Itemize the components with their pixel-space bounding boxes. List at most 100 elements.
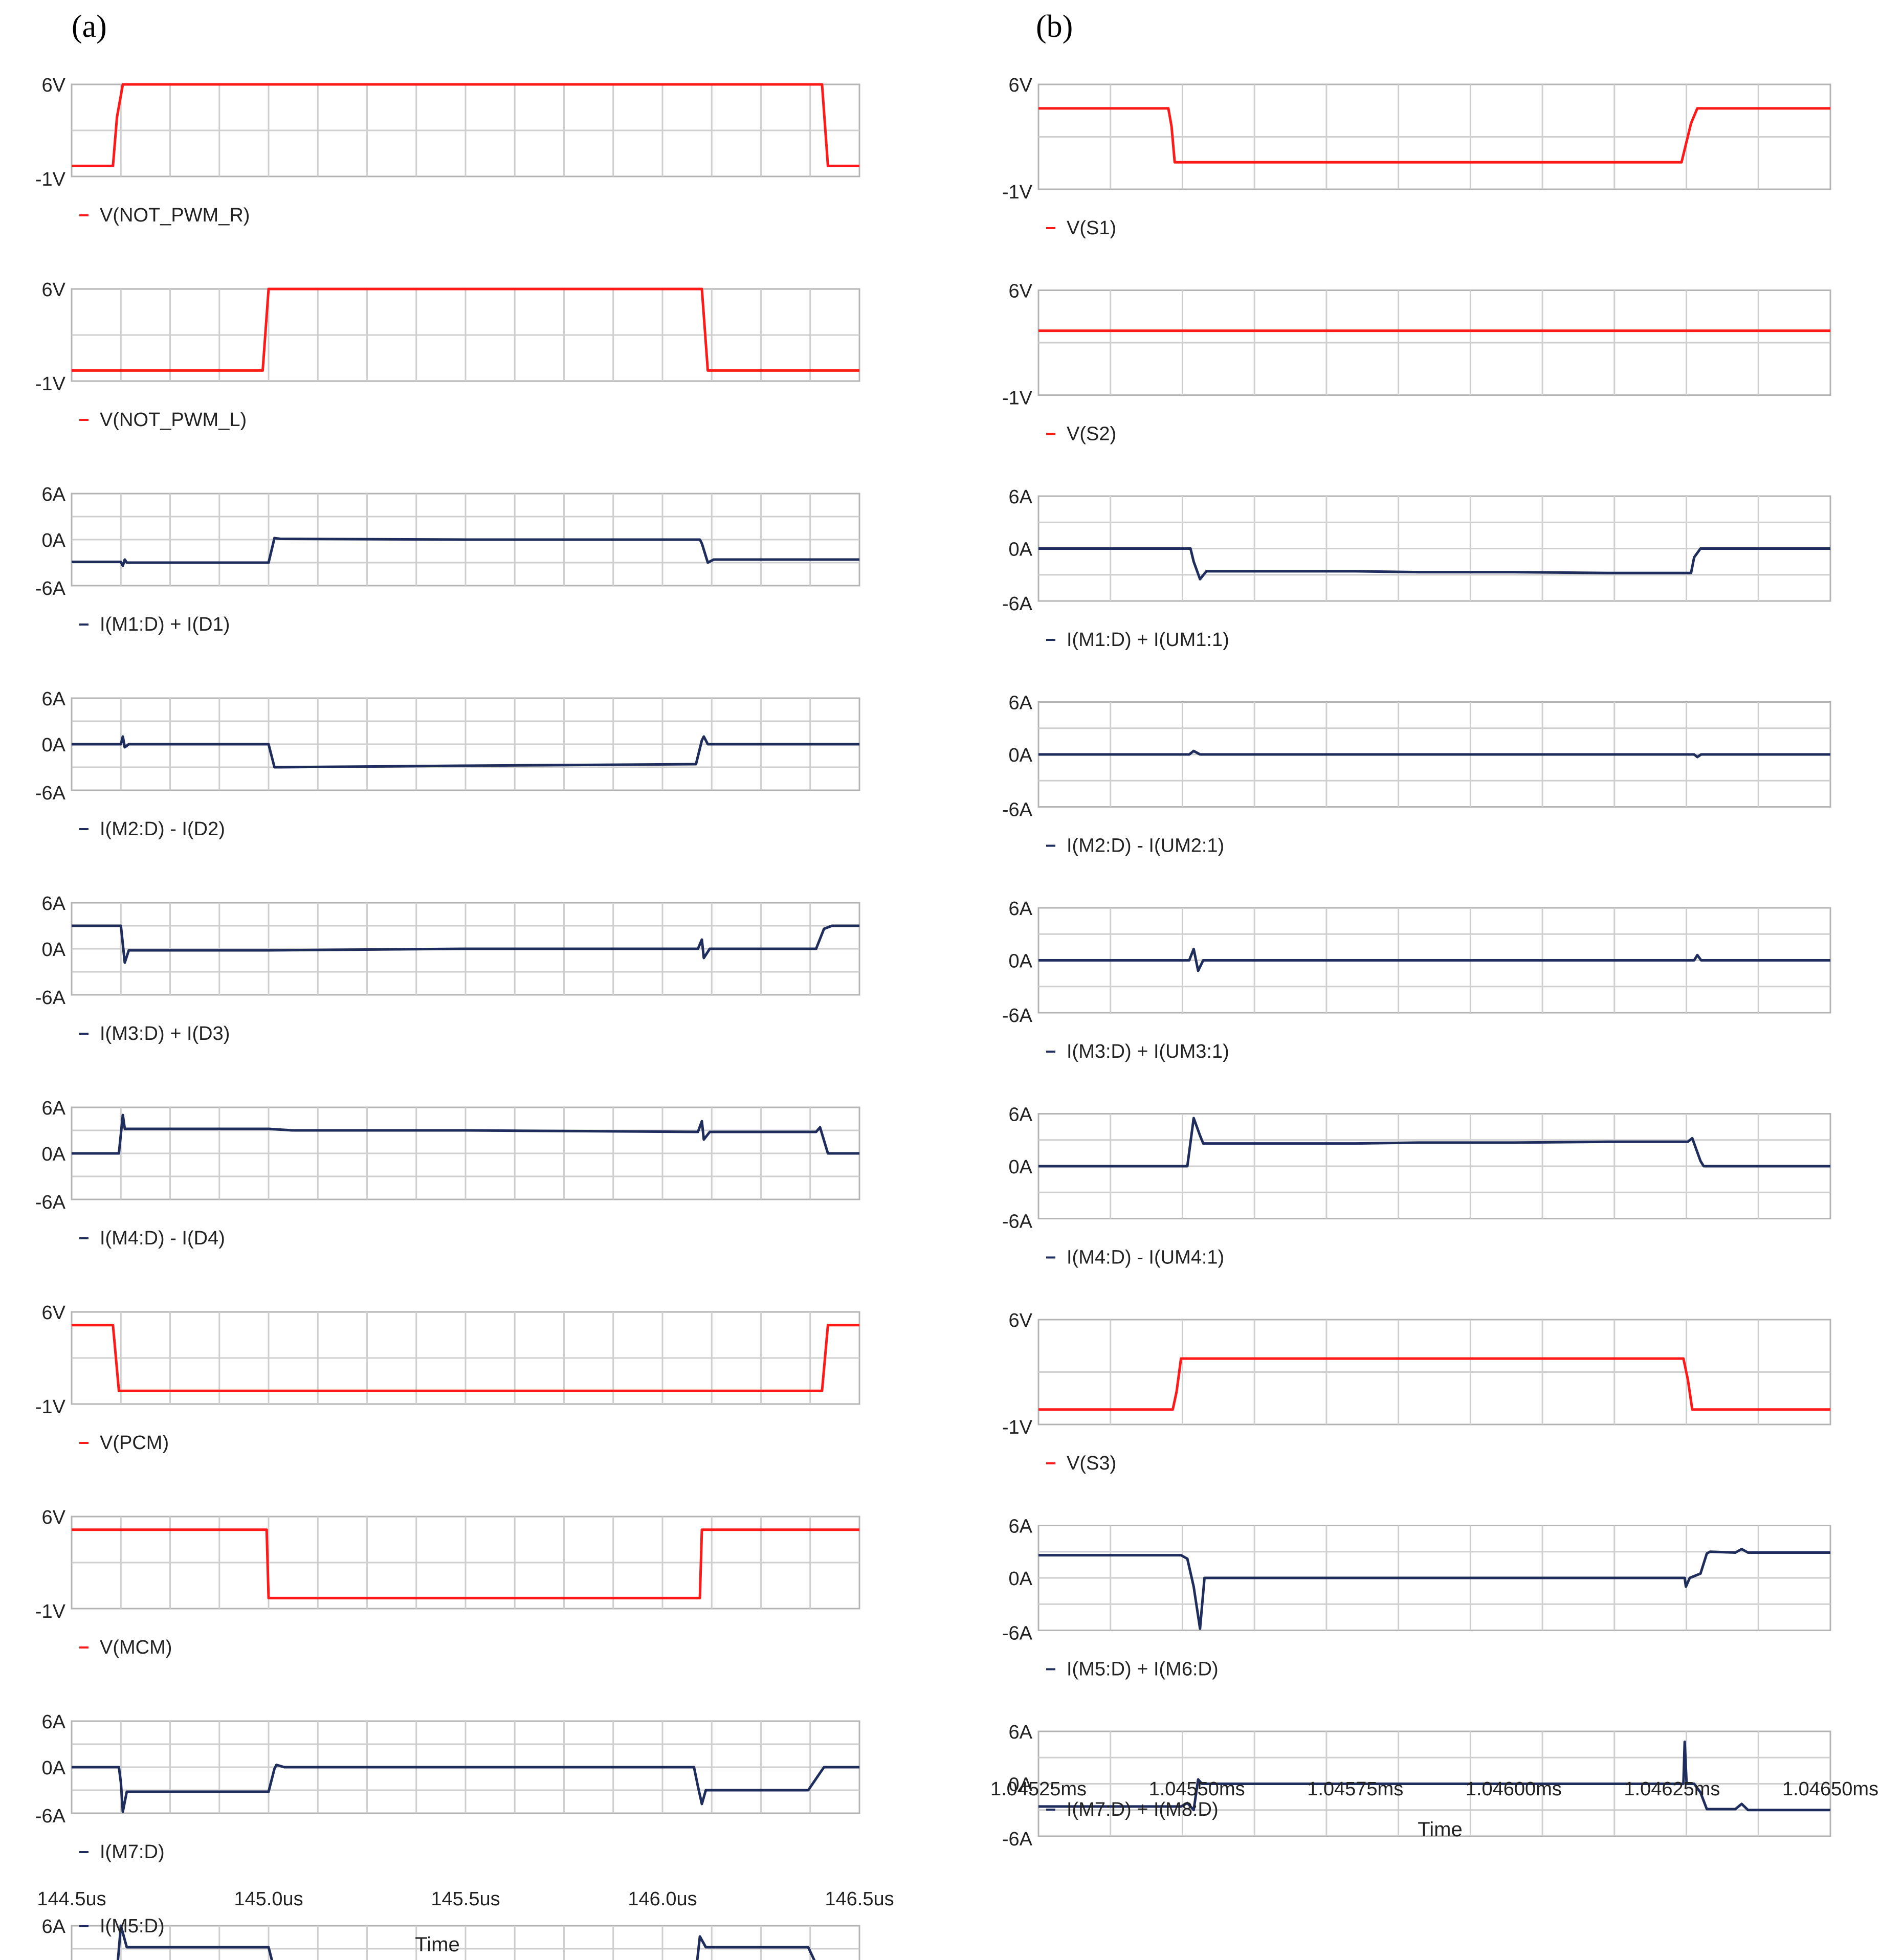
panel-label-b: (b)	[1036, 9, 1073, 44]
y-tick-max: 6V	[1009, 1310, 1033, 1331]
plot-5: 6A -6A 0A I(M3:D) + I(D3)	[35, 893, 860, 1044]
y-tick-min: -1V	[35, 373, 66, 395]
y-tick-mid: 0A	[42, 1757, 66, 1779]
y-tick-mid: 0A	[1009, 1156, 1033, 1178]
y-tick-min: -6A	[35, 1192, 66, 1213]
y-tick-max: 6A	[1009, 486, 1033, 508]
y-tick-max: 6A	[42, 1098, 66, 1119]
x-tick-label: 1.04525ms	[990, 1778, 1087, 1800]
y-tick-min: -6A	[35, 783, 66, 804]
panel-b: 6V -1V V(S1) 6V -1V V(S2) 6A -6A 0A I(M1:D) + I(U…	[990, 75, 1878, 1850]
plot-8: 6V -1V V(MCM)	[35, 1507, 860, 1658]
y-tick-mid: 0A	[42, 734, 66, 756]
legend-label: V(S1)	[1067, 217, 1116, 239]
x-tick-label: 146.5us	[825, 1888, 894, 1910]
y-tick-mid: 0A	[1009, 539, 1033, 561]
legend-label: I(M5:D)	[100, 1916, 165, 1937]
plot-3: 6A -6A 0A I(M1:D) + I(D1)	[35, 484, 860, 635]
y-tick-mid: 0A	[1009, 745, 1033, 766]
x-tick-label: 1.04575ms	[1307, 1778, 1403, 1800]
legend-label: V(NOT_PWM_L)	[100, 409, 247, 431]
panel-label-a: (a)	[72, 9, 107, 44]
y-tick-min: -6A	[35, 578, 66, 599]
y-tick-mid: 0A	[1009, 1568, 1033, 1590]
y-tick-max: 6A	[1009, 693, 1033, 714]
y-tick-min: -1V	[35, 1396, 66, 1418]
series-line	[72, 1528, 859, 1599]
legend-label: I(M1:D) + I(UM1:1)	[1067, 629, 1229, 651]
x-tick-label: 145.5us	[431, 1888, 500, 1910]
legend-label: I(M5:D) + I(M6:D)	[1067, 1659, 1219, 1680]
plot-7: 6V -1V V(S3)	[1002, 1310, 1831, 1474]
plot-9: 6A -6A 0A I(M7:D) + I(M8:D)	[1002, 1722, 1831, 1850]
plot-6: 6A -6A 0A I(M4:D) - I(D4)	[35, 1098, 860, 1249]
plot-1: 6V -1V V(S1)	[1002, 75, 1831, 239]
y-tick-min: -6A	[35, 987, 66, 1009]
y-tick-min: -1V	[1002, 388, 1033, 409]
plot-5: 6A -6A 0A I(M3:D) + I(UM3:1)	[1002, 898, 1831, 1062]
y-tick-mid: 0A	[1009, 951, 1033, 972]
y-tick-min: -6A	[1002, 593, 1033, 615]
series-line	[72, 735, 859, 769]
y-tick-max: 6A	[42, 1916, 66, 1937]
legend-label: I(M7:D) + I(M8:D)	[1067, 1799, 1219, 1820]
plot-2: 6V -1V V(NOT_PWM_L)	[35, 279, 860, 431]
y-tick-min: -6A	[1002, 1829, 1033, 1850]
y-tick-max: 6A	[42, 688, 66, 710]
y-tick-max: 6A	[42, 1711, 66, 1733]
y-tick-max: 6V	[42, 1302, 66, 1324]
series-line	[1038, 1741, 1830, 1812]
series-line	[1038, 749, 1830, 759]
series-line	[72, 1113, 859, 1155]
y-tick-mid: 0A	[1009, 1774, 1033, 1796]
series-line	[1038, 547, 1830, 581]
x-tick-label: 1.04550ms	[1149, 1778, 1245, 1800]
panel-a: 6V-1VV(NOT_PWM_R)6V-1VV(NOT_PWM_L)6A-6A0…	[35, 75, 894, 1960]
series-line	[72, 1764, 859, 1813]
y-tick-min: -1V	[1002, 182, 1033, 203]
series-line	[117, 1924, 816, 1960]
x-tick-label: 1.04600ms	[1466, 1778, 1562, 1800]
plot-7: 6V -1V V(PCM)	[35, 1302, 860, 1454]
series-line	[72, 83, 859, 167]
series-line	[1038, 947, 1830, 972]
x-tick-label: 1.04650ms	[1782, 1778, 1878, 1800]
y-tick-min: -6A	[1002, 1623, 1033, 1644]
y-tick-max: 6A	[42, 893, 66, 915]
series-line	[72, 1324, 859, 1392]
series-line	[1038, 1548, 1830, 1630]
y-tick-max: 6A	[42, 484, 66, 505]
legend-label: I(M2:D) - I(UM2:1)	[1067, 835, 1224, 857]
y-tick-max: 6A	[1009, 1104, 1033, 1126]
y-tick-max: 6A	[1009, 1516, 1033, 1538]
x-axis-title: Time	[1418, 1818, 1462, 1841]
legend-label: V(MCM)	[100, 1637, 172, 1658]
x-tick-label: 146.0us	[628, 1888, 697, 1910]
y-tick-min: -1V	[35, 169, 66, 190]
legend-label: I(M3:D) + I(UM3:1)	[1067, 1041, 1229, 1062]
y-tick-mid: 0A	[42, 530, 66, 551]
y-tick-mid: 0A	[42, 939, 66, 961]
legend-label: I(M1:D) + I(D1)	[100, 614, 230, 635]
y-tick-min: -1V	[1002, 1417, 1033, 1438]
x-tick-label: 145.0us	[234, 1888, 303, 1910]
x-tick-label: 144.5us	[37, 1888, 106, 1910]
y-tick-min: -1V	[35, 1601, 66, 1622]
y-tick-min: -6A	[1002, 1211, 1033, 1233]
legend-label: I(M3:D) + I(D3)	[100, 1023, 230, 1044]
legend-label: V(NOT_PWM_R)	[100, 205, 250, 226]
y-tick-min: -6A	[1002, 1005, 1033, 1027]
x-axis-title: Time	[415, 1933, 459, 1956]
legend-label: I(M4:D) - I(UM4:1)	[1067, 1247, 1224, 1268]
plot-8: 6A -6A 0A I(M5:D) + I(M6:D)	[1002, 1516, 1831, 1680]
series-line	[72, 287, 859, 372]
legend-label: I(M4:D) - I(D4)	[100, 1228, 225, 1249]
series-line	[72, 537, 859, 567]
legend-label: I(M2:D) - I(D2)	[100, 818, 225, 840]
plot-1: 6V -1V V(NOT_PWM_R)	[35, 75, 860, 226]
legend-label: V(S3)	[1067, 1453, 1116, 1474]
plot-9: 6A -6A 0A I(M7:D)	[35, 1711, 860, 1863]
plot-4: 6A -6A 0A I(M2:D) - I(UM2:1)	[1002, 693, 1831, 857]
